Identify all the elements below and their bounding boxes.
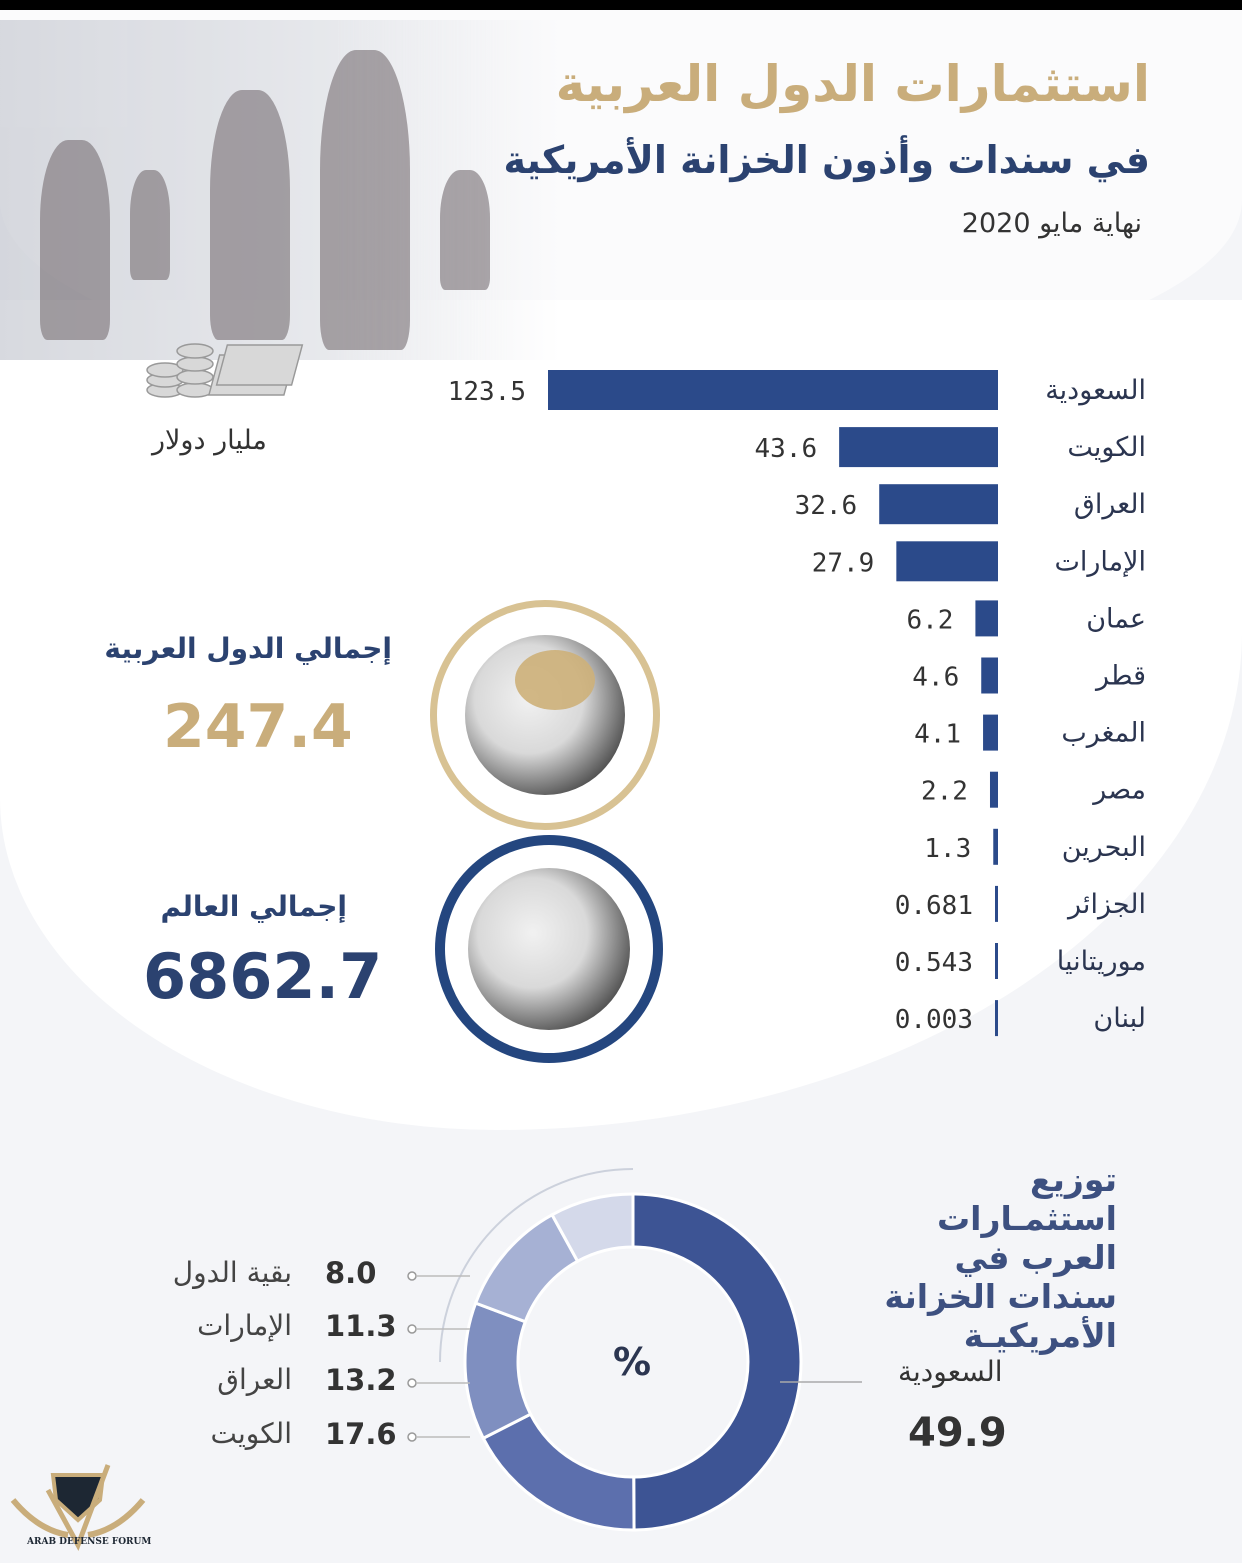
slice-value: 11.3: [325, 1309, 397, 1343]
bar-value-label: 43.6: [755, 434, 818, 464]
arab-defense-forum-logo: [10, 1464, 146, 1551]
logo-text: ARAB DEFENSE FORUM: [27, 1537, 152, 1547]
bar: [975, 600, 998, 637]
leader-dot: [407, 1271, 417, 1281]
bar-value-label: 0.681: [895, 891, 973, 921]
arab-total-value: 247.4: [163, 692, 353, 762]
bar-category-label: السعودية: [1045, 375, 1146, 406]
donut-slice: [550, 1192, 635, 1264]
slice-label: العراق: [217, 1363, 292, 1396]
bar-value-label: 4.1: [914, 720, 961, 750]
bar: [995, 885, 998, 922]
bar: [981, 657, 998, 694]
bar-category-label: قطر: [1094, 661, 1146, 692]
money-coins-icon: [146, 343, 304, 398]
bar-category-label: البحرين: [1062, 832, 1146, 863]
date-label: نهاية مايو 2020: [961, 208, 1142, 239]
slice-value: 8.0: [325, 1256, 377, 1290]
bar-category-label: الجزائر: [1066, 889, 1146, 920]
bar-category-label: مصر: [1091, 775, 1146, 806]
donut-slice: [481, 1412, 636, 1532]
bar-category-label: العراق: [1074, 489, 1146, 520]
bar-category-label: عمان: [1086, 603, 1146, 634]
world-total-value: 6862.7: [143, 940, 383, 1013]
bar: [896, 541, 998, 582]
bar-value-label: 4.6: [912, 663, 959, 693]
bar-value-label: 1.3: [924, 834, 971, 864]
bar-category-label: الكويت: [1067, 432, 1146, 463]
leader-dot: [407, 1378, 417, 1388]
slice-label: الإمارات: [197, 1309, 292, 1342]
bar-value-label: 0.543: [895, 948, 973, 978]
donut-slice: [463, 1301, 533, 1441]
donut-slice: [631, 1192, 803, 1532]
top-border: [0, 0, 1242, 10]
bar-category-label: الإمارات: [1054, 546, 1146, 577]
bar: [879, 484, 998, 525]
bar-value-label: 123.5: [448, 377, 526, 407]
donut-title: توزيع استثمـارات العرب في سندات الخزانة …: [884, 1160, 1117, 1355]
leader-dot: [407, 1432, 417, 1442]
bar-value-label: 32.6: [795, 491, 858, 521]
bar-category-label: لبنان: [1093, 1003, 1146, 1034]
leader-dot: [407, 1324, 417, 1334]
bar: [995, 1000, 998, 1037]
slice-label-saudi: السعودية: [898, 1355, 1003, 1388]
arab-total-label: إجمالي الدول العربية: [104, 632, 392, 665]
bar-value-label: 6.2: [906, 605, 953, 635]
slice-label: الكويت: [210, 1417, 292, 1450]
arab-globe-ring: [430, 600, 660, 830]
bar-value-label: 0.003: [895, 1005, 973, 1035]
bar: [995, 943, 998, 979]
donut-outer-arc: [439, 1168, 634, 1363]
bar: [839, 427, 998, 468]
globe-icon: [468, 868, 630, 1030]
world-total-label: إجمالي العالم: [160, 890, 347, 923]
donut-center-label: %: [613, 1340, 652, 1384]
bar: [983, 714, 998, 751]
page-subtitle: في سندات وأذون الخزانة الأمريكية: [503, 138, 1150, 182]
slice-value: 13.2: [325, 1363, 397, 1397]
slice-value-saudi: 49.9: [908, 1410, 1007, 1456]
bar-category-label: موريتانيا: [1057, 946, 1146, 977]
bar: [989, 771, 998, 808]
crowd-photo: [0, 20, 560, 360]
slice-label: بقية الدول: [172, 1256, 292, 1289]
bar-category-label: المغرب: [1061, 718, 1146, 749]
bar-value-label: 27.9: [812, 548, 875, 578]
bar: [548, 370, 998, 410]
bar-value-label: 2.2: [921, 777, 968, 807]
page-title: استثمارات الدول العربية: [555, 55, 1150, 113]
globe-icon: [465, 635, 625, 795]
slice-value: 17.6: [325, 1417, 397, 1451]
world-globe-ring: [435, 835, 663, 1063]
unit-label: مليار دولار: [152, 425, 267, 456]
bar: [993, 828, 998, 865]
